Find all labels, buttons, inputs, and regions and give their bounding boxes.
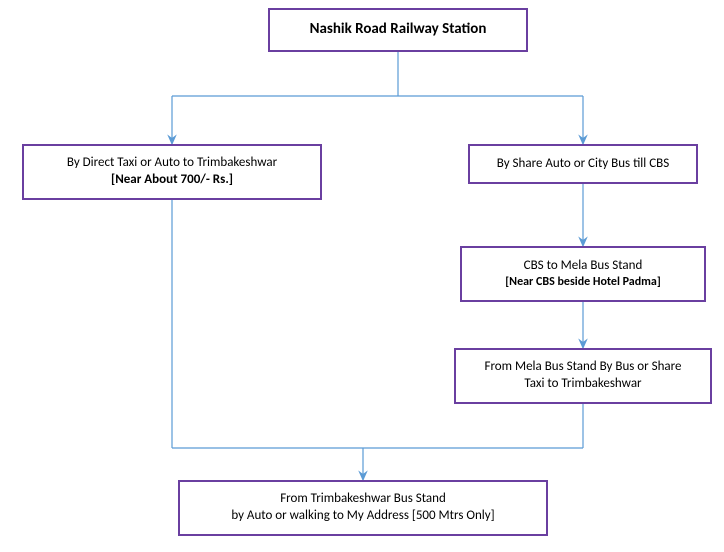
node-left_taxi-line: [Near About 700/- Rs.] [111,172,233,189]
node-right_share: By Share Auto or City Bus till CBS [468,144,698,184]
node-mela_bus-line: Taxi to Trimbakeshwar [524,376,641,393]
node-left_taxi-line: By Direct Taxi or Auto to Trimbakeshwar [67,155,277,172]
node-left_taxi: By Direct Taxi or Auto to Trimbakeshwar[… [22,144,322,200]
node-mela_bus: From Mela Bus Stand By Bus or ShareTaxi … [454,348,712,404]
node-start-line: Nashik Road Railway Station [310,20,487,40]
node-final-line: by Auto or walking to My Address [500 Mt… [231,508,494,525]
node-cbs_mela-line: [Near CBS beside Hotel Padma] [505,275,660,291]
node-final-line: From Trimbakeshwar Bus Stand [280,491,446,508]
node-start: Nashik Road Railway Station [268,8,528,52]
node-cbs_mela: CBS to Mela Bus Stand[Near CBS beside Ho… [460,246,706,302]
node-final: From Trimbakeshwar Bus Standby Auto or w… [178,480,548,536]
node-cbs_mela-line: CBS to Mela Bus Stand [524,258,643,275]
node-right_share-line: By Share Auto or City Bus till CBS [497,156,669,173]
node-mela_bus-line: From Mela Bus Stand By Bus or Share [484,359,681,376]
